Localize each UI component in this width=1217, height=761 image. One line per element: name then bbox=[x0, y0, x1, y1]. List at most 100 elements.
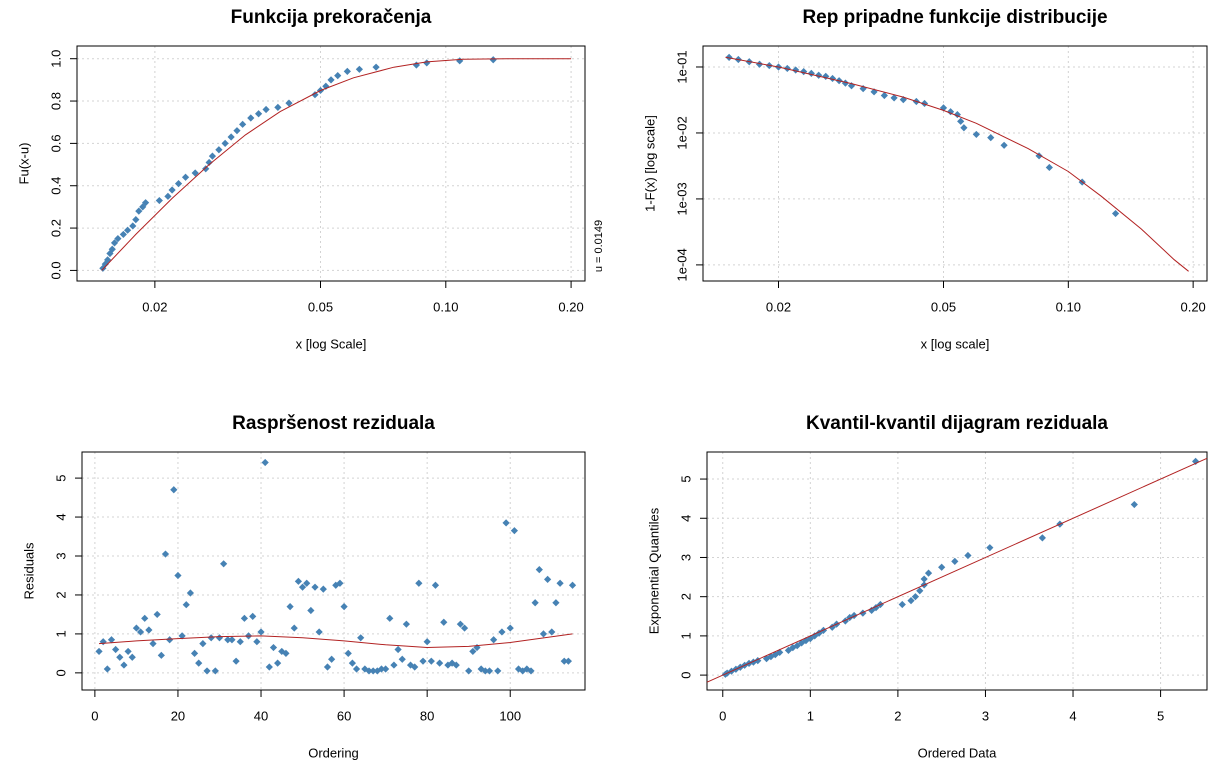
data-point bbox=[394, 645, 402, 654]
y-tick-label: 2 bbox=[678, 593, 693, 600]
data-point bbox=[311, 583, 319, 591]
data-point bbox=[850, 611, 858, 620]
data-point bbox=[132, 624, 141, 632]
data-point bbox=[502, 519, 510, 527]
data-point bbox=[120, 661, 128, 669]
data-point bbox=[872, 604, 880, 612]
data-point bbox=[145, 626, 153, 634]
panel-title: Raspršenost reziduala bbox=[232, 413, 435, 434]
data-point bbox=[269, 643, 278, 652]
data-point bbox=[112, 645, 120, 654]
data-point bbox=[527, 667, 535, 675]
x-tick-label: 40 bbox=[254, 708, 268, 723]
data-point bbox=[800, 68, 808, 76]
x-tick-label: 1 bbox=[807, 708, 814, 723]
data-point bbox=[986, 544, 994, 552]
data-point bbox=[107, 636, 116, 644]
x-tick-label: 20 bbox=[171, 708, 185, 723]
data-point bbox=[398, 655, 406, 663]
x-tick-label: 0 bbox=[719, 708, 726, 723]
data-point bbox=[898, 600, 906, 609]
x-tick-label: 3 bbox=[982, 708, 989, 723]
y-axis-label: Exponential Quantiles bbox=[646, 507, 661, 634]
fit-line bbox=[101, 58, 572, 271]
plot-frame bbox=[76, 45, 586, 282]
data-point bbox=[953, 110, 961, 119]
y-tick-label: 2 bbox=[53, 591, 68, 598]
plot-frame bbox=[702, 45, 1208, 282]
plot-frame bbox=[706, 451, 1208, 691]
data-point bbox=[907, 597, 915, 605]
fit-line bbox=[706, 457, 1208, 683]
x-axis-label: Ordered Data bbox=[918, 745, 998, 760]
data-point bbox=[386, 614, 394, 622]
y-tick-label: 1 bbox=[678, 632, 693, 639]
data-point bbox=[890, 94, 898, 102]
data-point bbox=[749, 658, 758, 666]
data-point bbox=[544, 575, 552, 583]
data-point bbox=[939, 104, 948, 112]
data-point bbox=[920, 575, 928, 583]
panel-title: Rep pripadne funkcije distribucije bbox=[802, 7, 1107, 28]
data-point bbox=[166, 636, 174, 644]
x-tick-label: 5 bbox=[1157, 708, 1164, 723]
x-tick-label: 0.05 bbox=[931, 299, 956, 314]
y-tick-label: 1e-02 bbox=[674, 116, 689, 149]
data-point bbox=[822, 72, 830, 80]
x-tick-label: 4 bbox=[1069, 708, 1076, 723]
data-point bbox=[215, 634, 224, 642]
data-point bbox=[456, 620, 464, 628]
data-point bbox=[155, 196, 163, 205]
data-point bbox=[141, 199, 150, 207]
data-point bbox=[215, 146, 223, 154]
data-point bbox=[1111, 209, 1120, 218]
data-point bbox=[153, 610, 161, 619]
data-point bbox=[334, 72, 342, 80]
data-point bbox=[489, 56, 497, 64]
data-point bbox=[1000, 141, 1008, 149]
data-point bbox=[221, 139, 229, 147]
data-point bbox=[132, 216, 140, 224]
y-tick-label: 4 bbox=[678, 515, 693, 522]
y-tick-label: 1e-03 bbox=[674, 182, 689, 215]
data-point bbox=[303, 579, 311, 587]
annotation: u = 0.0149 bbox=[593, 220, 605, 272]
x-tick-label: 2 bbox=[894, 708, 901, 723]
data-point bbox=[228, 636, 236, 644]
y-tick-label: 0 bbox=[53, 669, 68, 676]
data-point bbox=[174, 571, 182, 580]
x-tick-label: 100 bbox=[499, 708, 521, 723]
data-point bbox=[357, 634, 365, 642]
y-tick-label: 1e-04 bbox=[674, 248, 689, 281]
y-axis-label: Residuals bbox=[21, 542, 36, 600]
data-point bbox=[783, 64, 791, 73]
data-point bbox=[233, 127, 241, 135]
x-tick-label: 0.02 bbox=[142, 299, 167, 314]
data-point bbox=[452, 661, 460, 669]
data-point bbox=[343, 67, 351, 76]
data-point bbox=[899, 96, 907, 104]
data-point bbox=[157, 651, 165, 659]
data-point bbox=[460, 624, 469, 632]
data-point bbox=[924, 569, 933, 577]
data-point bbox=[1045, 163, 1053, 172]
y-axis-label: 1-F(x) [log scale] bbox=[642, 115, 657, 212]
data-point bbox=[205, 158, 213, 167]
y-tick-label: 0.2 bbox=[48, 219, 63, 237]
data-point bbox=[427, 657, 435, 665]
data-point bbox=[323, 663, 332, 671]
data-point bbox=[448, 659, 456, 667]
data-point bbox=[490, 636, 498, 644]
data-point bbox=[762, 655, 771, 663]
data-point bbox=[494, 667, 502, 675]
y-tick-label: 1.0 bbox=[48, 50, 63, 68]
data-point bbox=[789, 644, 797, 652]
data-point bbox=[191, 169, 199, 177]
data-point bbox=[99, 638, 107, 646]
plot-frame bbox=[81, 451, 586, 691]
data-point bbox=[440, 618, 448, 626]
y-axis-label: Fu(x-u) bbox=[16, 143, 31, 185]
data-point bbox=[257, 628, 265, 636]
data-point bbox=[294, 577, 303, 585]
data-point bbox=[951, 557, 959, 565]
